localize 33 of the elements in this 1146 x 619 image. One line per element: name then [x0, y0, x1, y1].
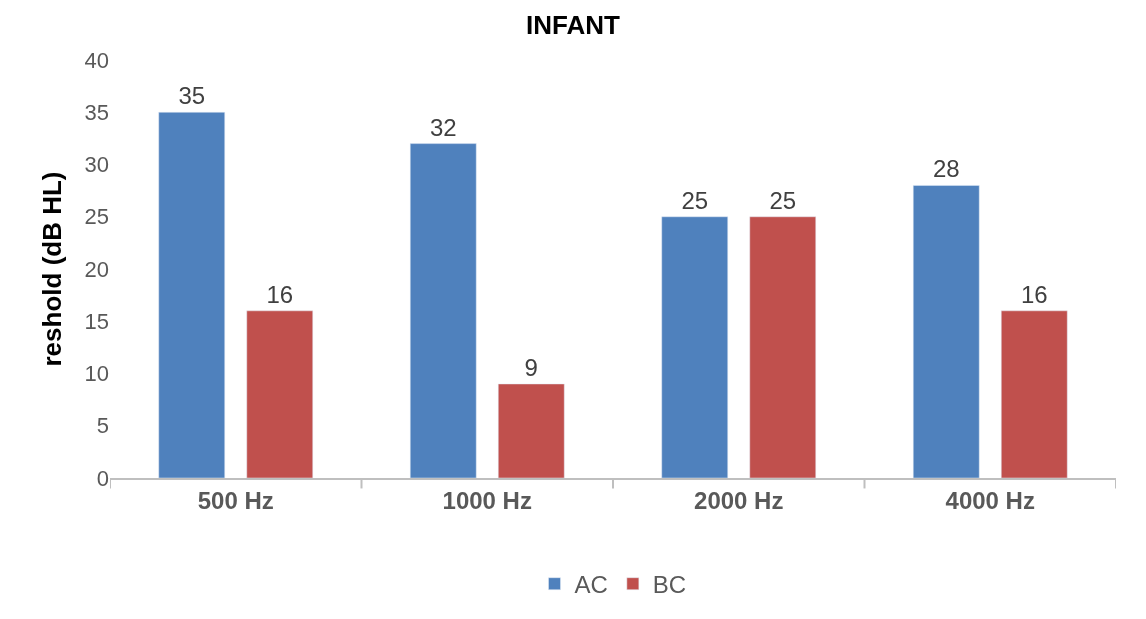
bar [1001, 310, 1068, 478]
y-tick-label: 10 [84, 361, 109, 387]
x-tick-label: 500 Hz [197, 486, 274, 514]
bar [158, 112, 225, 478]
bar [409, 143, 477, 478]
y-tick-label: 35 [84, 99, 109, 125]
x-tick-label: 1000 Hz [442, 486, 532, 514]
y-tick-label: 30 [84, 152, 109, 178]
data-label: 25 [769, 186, 797, 214]
data-label: 9 [524, 353, 538, 381]
chart-title: INFANT [526, 9, 621, 40]
data-label: 25 [681, 186, 709, 214]
data-label: 28 [932, 155, 960, 183]
data-label: 16 [266, 280, 294, 308]
y-tick-label: 25 [84, 204, 109, 230]
y-tick-label: 40 [84, 47, 109, 73]
legend-label: AC [574, 571, 608, 599]
data-label: 16 [1020, 280, 1048, 308]
data-label: 35 [178, 82, 206, 110]
bar [912, 185, 980, 478]
x-tick-label: 4000 Hz [945, 486, 1035, 514]
y-tick-label: 5 [96, 413, 109, 439]
bar [246, 310, 314, 478]
x-tick-label: 2000 Hz [694, 486, 784, 514]
bar [749, 216, 817, 478]
y-tick-label: 20 [84, 256, 109, 282]
y-axis-title: reshold (dB HL) [36, 171, 67, 367]
bar [498, 383, 565, 478]
y-tick-label: 15 [84, 308, 109, 334]
data-label: 32 [429, 113, 457, 141]
y-tick-label: 0 [96, 465, 109, 491]
legend-label: BC [652, 571, 687, 599]
bar [661, 216, 728, 478]
